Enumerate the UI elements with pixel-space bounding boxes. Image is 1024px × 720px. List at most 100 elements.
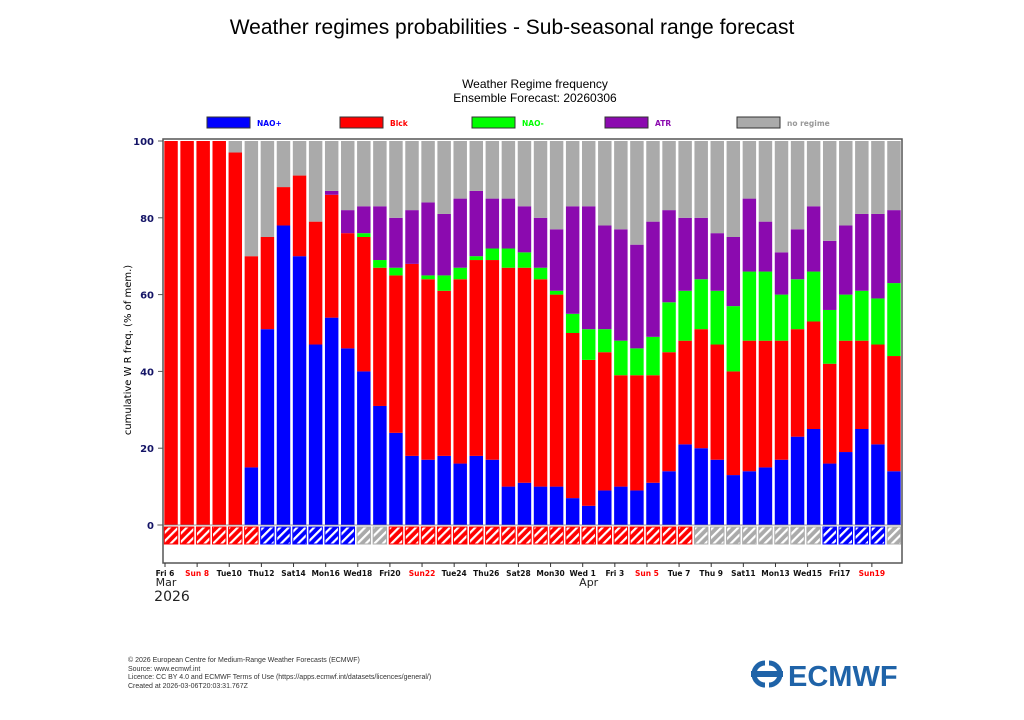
bar-blck-2026-04-12: [758, 340, 773, 468]
x-tick-label: Sun 5: [635, 569, 659, 578]
bar-none-2026-04-18: [855, 141, 869, 214]
dominant-strip-2026-04-13: [774, 526, 789, 545]
bar-atr-2026-03-16: [324, 190, 339, 195]
bar-blck-2026-03-30: [549, 294, 564, 487]
dominant-strip-2026-03-29: [533, 526, 548, 545]
dominant-strip-2026-03-11: [244, 526, 259, 545]
bar-atr-2026-03-19: [373, 206, 387, 261]
legend-label-atr: ATR: [655, 119, 671, 128]
bar-none-2026-03-21: [405, 141, 419, 211]
bar-nao_plus-2026-04-20: [887, 471, 901, 525]
bar-none-2026-04-07: [678, 141, 692, 218]
bar-nao_minus-2026-04-04: [630, 348, 644, 376]
bar-none-2026-03-15: [308, 141, 323, 222]
bar-blck-2026-03-07: [180, 141, 194, 525]
dominant-strip-2026-03-10: [228, 526, 243, 545]
chart-subtitle: Ensemble Forecast: 20260306: [453, 91, 617, 105]
dominant-strip-2026-04-12: [758, 526, 773, 545]
footer-source: Source: www.ecmwf.int: [128, 665, 201, 673]
x-tick-label: Fri20: [379, 569, 400, 578]
bar-none-2026-03-24: [453, 141, 467, 199]
bar-nao_minus-2026-04-03: [614, 340, 628, 376]
bar-atr-2026-04-03: [614, 229, 628, 341]
bar-blck-2026-03-23: [437, 290, 451, 456]
dominant-strip-2026-03-22: [420, 526, 436, 545]
x-tick-label: Tue24: [442, 569, 467, 578]
bar-blck-2026-04-03: [614, 375, 628, 487]
bar-blck-2026-04-20: [887, 356, 901, 472]
dominant-strip-2026-03-12: [260, 526, 275, 545]
y-tick-label: 60: [140, 291, 154, 302]
x-tick-label: Mon30: [536, 569, 564, 578]
dominant-strip-2026-03-24: [452, 526, 468, 545]
dominant-strip-2026-03-26: [485, 526, 500, 545]
bar-nao_plus-2026-04-11: [742, 471, 757, 525]
bar-atr-2026-03-24: [453, 198, 467, 268]
bar-nao_plus-2026-04-16: [822, 463, 837, 525]
bar-blck-2026-03-06: [164, 141, 178, 525]
bar-atr-2026-03-21: [405, 210, 419, 264]
bar-blck-2026-04-02: [598, 352, 612, 491]
bar-nao_minus-2026-04-20: [887, 283, 901, 357]
bar-atr-2026-04-19: [871, 213, 885, 299]
dominant-strip-2026-03-09: [211, 526, 227, 545]
x-tick-label: Fri 6: [156, 569, 175, 578]
bar-atr-2026-04-13: [774, 252, 789, 295]
x-tick-label: Wed 1: [570, 569, 596, 578]
legend-label-nao_minus: NAO-: [522, 119, 544, 128]
x-tick-label: Sat28: [506, 569, 531, 578]
bar-atr-2026-03-20: [389, 217, 403, 268]
bar-none-2026-03-16: [324, 141, 339, 191]
bar-nao_plus-2026-03-27: [501, 486, 516, 525]
bar-nao_minus-2026-03-31: [565, 313, 580, 333]
bar-atr-2026-04-14: [790, 229, 805, 280]
bar-blck-2026-03-13: [276, 187, 291, 226]
bar-nao_plus-2026-04-14: [790, 436, 805, 525]
bar-none-2026-03-23: [437, 141, 451, 214]
bar-nao_minus-2026-04-08: [694, 279, 708, 330]
x-tick-label: Mon13: [761, 569, 789, 578]
bar-none-2026-03-10: [228, 141, 243, 153]
chart-title: Weather Regime frequency: [462, 77, 608, 91]
bar-nao_plus-2026-03-30: [549, 486, 564, 525]
legend-swatch-atr: [604, 116, 649, 129]
bar-blck-2026-04-19: [871, 344, 885, 445]
dominant-strip-2026-03-13: [276, 526, 291, 545]
bar-blck-2026-03-22: [421, 279, 435, 460]
legend-label-blck: Blck: [390, 119, 409, 128]
bar-none-2026-03-31: [565, 141, 580, 207]
bar-nao_minus-2026-04-14: [790, 279, 805, 330]
bar-nao_plus-2026-03-29: [533, 486, 548, 525]
month-label-apr: Apr: [579, 576, 599, 589]
dominant-strip-2026-04-18: [854, 526, 870, 545]
bar-none-2026-04-20: [887, 141, 901, 211]
bar-nao_plus-2026-03-28: [517, 482, 532, 525]
dominant-strip-2026-04-16: [822, 526, 837, 545]
bar-nao_plus-2026-03-18: [357, 371, 371, 525]
bar-atr-2026-04-06: [662, 210, 676, 303]
bar-blck-2026-03-18: [357, 237, 371, 372]
logo-text: ECMWF: [788, 661, 898, 691]
bar-none-2026-04-10: [726, 141, 741, 237]
dominant-strip-2026-04-17: [838, 526, 854, 545]
bar-nao_plus-2026-03-15: [308, 344, 323, 525]
bar-nao_plus-2026-04-02: [598, 490, 612, 525]
dominant-strip-2026-04-09: [710, 526, 725, 545]
bar-none-2026-03-12: [260, 141, 275, 237]
bar-none-2026-04-15: [806, 141, 821, 207]
bar-blck-2026-04-10: [726, 371, 741, 476]
bar-none-2026-04-14: [790, 141, 805, 230]
bar-none-2026-03-20: [389, 141, 403, 218]
bar-atr-2026-04-17: [839, 225, 853, 295]
bar-atr-2026-04-04: [630, 244, 644, 349]
bar-nao_plus-2026-04-17: [839, 452, 853, 525]
footer-licence: Licence: CC BY 4.0 and ECMWF Terms of Us…: [128, 674, 432, 682]
dominant-strip-2026-04-03: [613, 526, 629, 545]
bar-blck-2026-03-28: [517, 267, 532, 483]
footer-copyright: © 2026 European Centre for Medium-Range …: [128, 657, 360, 664]
bar-nao_minus-2026-04-01: [581, 329, 596, 360]
bar-nao_plus-2026-04-04: [630, 490, 644, 525]
dominant-strip-2026-04-10: [726, 526, 741, 545]
bar-nao_minus-2026-03-23: [437, 275, 451, 291]
bar-none-2026-03-22: [421, 141, 435, 203]
